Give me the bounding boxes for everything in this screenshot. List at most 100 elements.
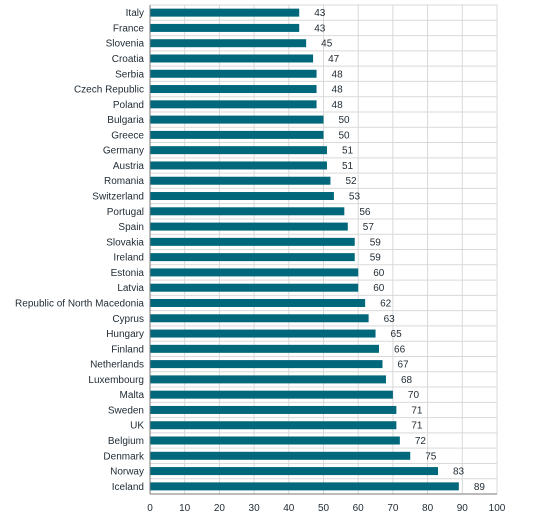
category-label: Iceland [112, 482, 144, 493]
bar-slovakia [150, 237, 355, 246]
bar-austria [150, 161, 327, 170]
bar-cyprus [150, 314, 369, 323]
x-tick-label-50: 50 [318, 503, 330, 514]
bar-serbia [150, 69, 317, 78]
x-tick-label-100: 100 [489, 503, 506, 514]
value-label: 59 [370, 237, 382, 248]
bar-netherlands [150, 360, 383, 369]
value-label: 70 [408, 390, 420, 401]
category-label: Republic of North Macedonia [15, 298, 144, 309]
category-label: Serbia [115, 69, 144, 80]
value-label: 47 [328, 54, 340, 65]
bar-bulgaria [150, 115, 324, 124]
value-label: 48 [332, 100, 344, 111]
category-label: Austria [113, 161, 145, 172]
category-label: Slovenia [106, 39, 145, 50]
x-tick-label-80: 80 [422, 503, 434, 514]
value-label: 65 [391, 329, 403, 340]
bar-poland [150, 100, 317, 109]
bar-france [150, 23, 300, 32]
value-label: 52 [345, 176, 357, 187]
category-label: Romania [104, 176, 144, 187]
bar-norway [150, 467, 439, 476]
bar-spain [150, 222, 348, 231]
x-tick-label-20: 20 [214, 503, 226, 514]
bar-latvia [150, 283, 359, 292]
value-label: 50 [339, 130, 351, 141]
bar-estonia [150, 268, 359, 277]
value-label: 67 [397, 360, 409, 371]
x-tick-label-60: 60 [353, 503, 365, 514]
category-label: Bulgaria [107, 115, 144, 126]
x-tick-label-0: 0 [147, 503, 153, 514]
category-label: Greece [111, 130, 144, 141]
category-label: Portugal [107, 207, 144, 218]
bar-ireland [150, 253, 355, 262]
category-label: Finland [111, 344, 144, 355]
category-label: Denmark [103, 451, 145, 462]
bar-belgium [150, 436, 400, 445]
value-label: 53 [349, 192, 361, 203]
value-label: 51 [342, 161, 354, 172]
bar-luxembourg [150, 375, 386, 384]
category-label: Belgium [108, 436, 144, 447]
value-label: 60 [373, 268, 385, 279]
value-label: 83 [453, 467, 465, 478]
value-label: 68 [401, 375, 413, 386]
bar-germany [150, 146, 327, 155]
x-tick-label-10: 10 [179, 503, 191, 514]
category-label: Norway [110, 467, 144, 478]
value-label: 56 [359, 207, 371, 218]
bar-uk [150, 421, 397, 430]
value-label: 51 [342, 146, 354, 157]
bar-republic-of-north-macedonia [150, 298, 366, 307]
value-label: 62 [380, 298, 392, 309]
category-label: Ireland [113, 253, 144, 264]
bar-malta [150, 390, 393, 399]
value-label: 43 [314, 23, 326, 34]
bar-slovenia [150, 39, 307, 48]
category-label: Italy [126, 8, 144, 19]
value-label: 57 [363, 222, 375, 233]
bar-iceland [150, 482, 459, 491]
bars [150, 8, 459, 491]
category-label: Czech Republic [74, 85, 144, 96]
category-label: Spain [118, 222, 144, 233]
bar-croatia [150, 54, 314, 63]
x-tick-label-70: 70 [387, 503, 399, 514]
category-label: Malta [120, 390, 145, 401]
bar-portugal [150, 207, 345, 216]
value-label: 48 [332, 69, 344, 80]
category-label: Croatia [112, 54, 145, 65]
category-label: Latvia [117, 283, 144, 294]
value-label: 50 [339, 115, 351, 126]
category-label: UK [130, 421, 144, 432]
value-label: 75 [425, 451, 437, 462]
value-label: 45 [321, 39, 333, 50]
category-label: Hungary [106, 329, 144, 340]
bar-switzerland [150, 192, 334, 201]
category-label: Cyprus [112, 314, 144, 325]
value-label: 89 [474, 482, 486, 493]
value-label: 72 [415, 436, 427, 447]
category-label: Netherlands [90, 360, 144, 371]
value-label: 60 [373, 283, 385, 294]
value-label: 43 [314, 8, 326, 19]
bar-finland [150, 344, 380, 353]
category-label: Estonia [111, 268, 145, 279]
labels: 0 10 20 30 40 50 60 70 80 90 100 Italy 43 France 43 Slo… [15, 8, 506, 514]
value-label: 71 [411, 405, 423, 416]
bar-sweden [150, 405, 397, 414]
gridlines [150, 4, 498, 495]
value-label: 59 [370, 253, 382, 264]
value-label: 71 [411, 421, 423, 432]
x-tick-label-90: 90 [457, 503, 469, 514]
bar-romania [150, 176, 331, 185]
value-label: 48 [332, 85, 344, 96]
category-label: Germany [103, 146, 144, 157]
bar-denmark [150, 451, 411, 460]
category-label: Sweden [108, 405, 144, 416]
category-label: Switzerland [92, 192, 144, 203]
bar-czech-republic [150, 85, 317, 94]
